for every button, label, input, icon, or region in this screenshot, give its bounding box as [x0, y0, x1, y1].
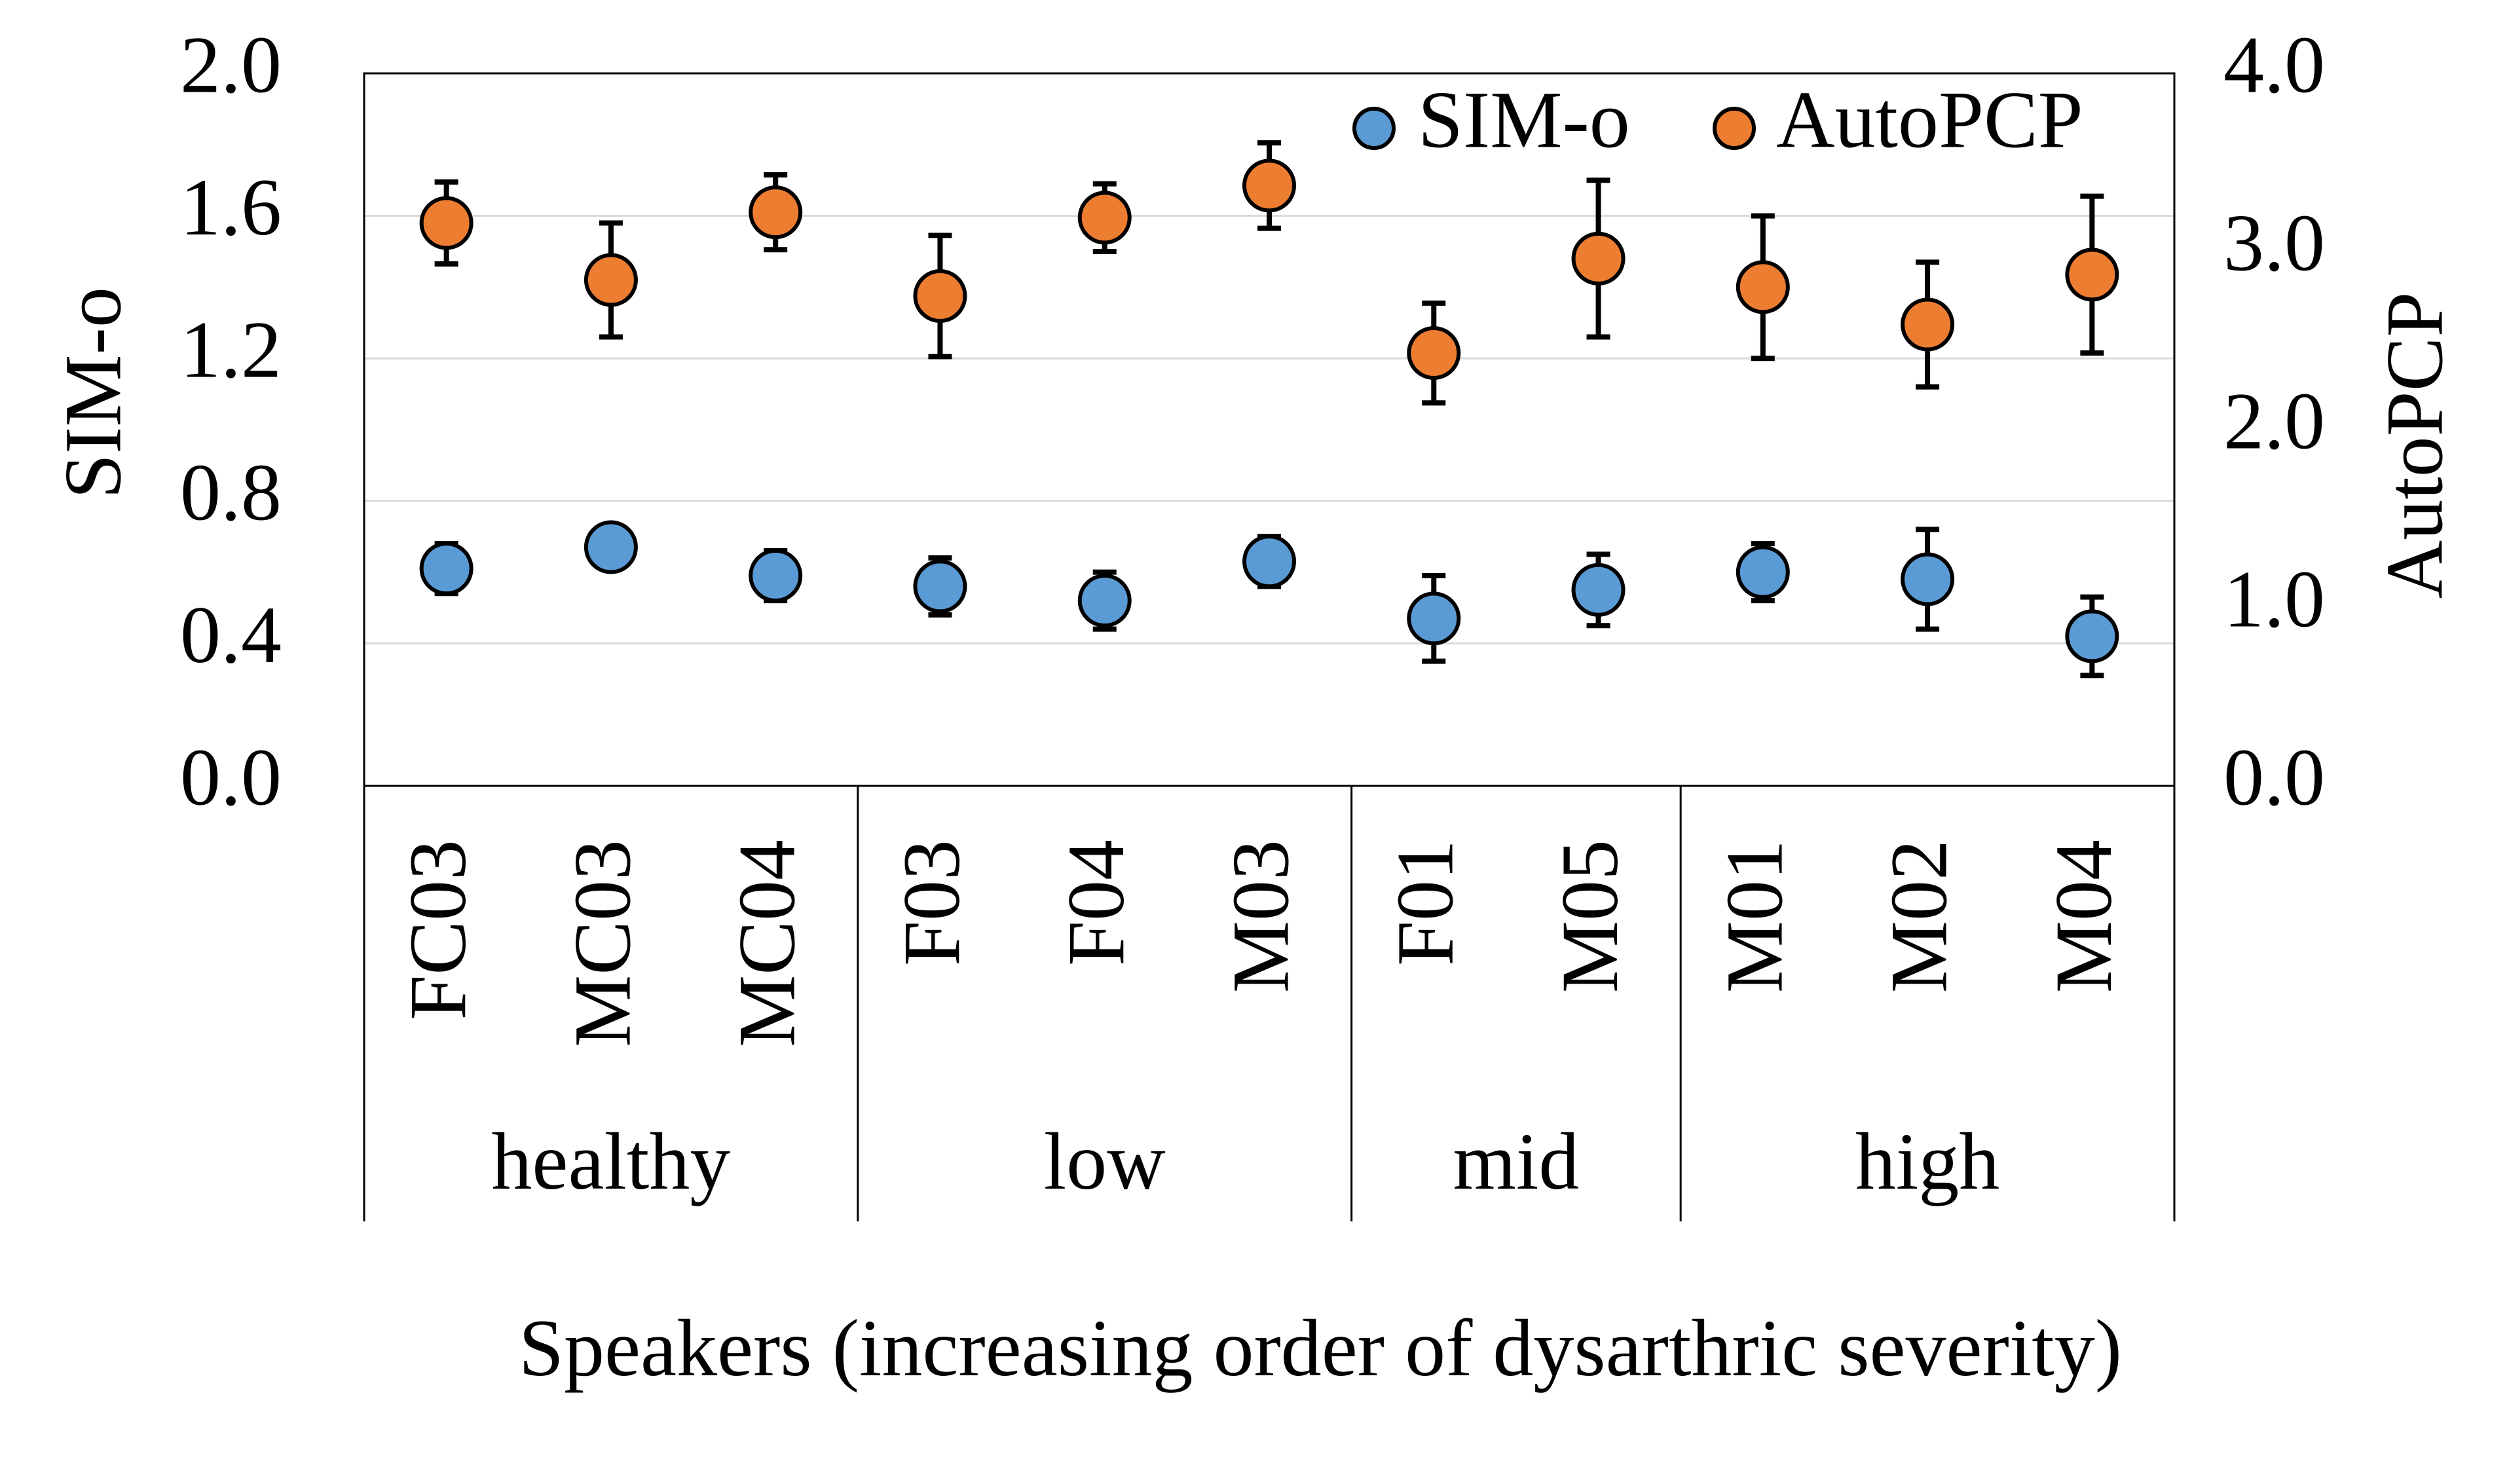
y-left-tick-label: 0.8 — [180, 447, 282, 537]
legend-marker-autopcp — [1713, 107, 1756, 150]
point-sim-o-f01 — [1407, 591, 1461, 646]
legend: SIM-o AutoPCP — [1352, 75, 2083, 164]
y-right-tick-label: 2.0 — [2223, 376, 2325, 466]
category-label-m02: M02 — [1874, 840, 1964, 993]
category-label-mc03: MC03 — [557, 840, 647, 1047]
legend-label-autopcp: AutoPCP — [1776, 75, 2083, 164]
category-label-m04: M04 — [2039, 840, 2128, 993]
point-autopcp-m01 — [1736, 260, 1790, 314]
category-label-fc03: FC03 — [393, 840, 483, 1020]
category-label-f01: F01 — [1381, 840, 1470, 966]
plot-border — [363, 72, 2176, 787]
point-autopcp-fc03 — [419, 196, 474, 250]
category-label-m05: M05 — [1545, 840, 1635, 993]
group-label-mid: mid — [1453, 1117, 1579, 1206]
point-sim-o-m05 — [1571, 563, 1626, 617]
y-right-tick-label: 0.0 — [2223, 732, 2325, 822]
y-right-tick-label: 4.0 — [2223, 20, 2325, 109]
y-left-tick-label: 2.0 — [180, 20, 282, 109]
point-autopcp-f04 — [1077, 191, 1132, 245]
point-sim-o-fc03 — [419, 542, 474, 596]
point-autopcp-mc04 — [749, 185, 803, 240]
data-points — [419, 158, 2119, 663]
point-sim-o-mc04 — [749, 549, 803, 603]
category-label-m03: M03 — [1216, 840, 1305, 993]
point-sim-o-m04 — [2065, 609, 2119, 663]
category-axis: FC03 MC03 MC04 F03 F04 M03 F01 M05 M01 M02 M04 heal… — [393, 840, 2128, 1206]
y-axis-right-title: AutoPCP — [2370, 292, 2459, 599]
point-autopcp-m02 — [1901, 297, 1955, 352]
y-right-tick-label: 1.0 — [2223, 554, 2325, 644]
y-tick-labels: 0.0 0.4 0.8 1.2 1.6 2.0 0.0 1.0 2.0 3.0 4.0 — [180, 20, 2325, 822]
y-axis-left-title: SIM-o — [48, 287, 138, 499]
plot-frame — [363, 72, 2176, 1221]
point-sim-o-m02 — [1901, 552, 1955, 606]
x-axis-title: Speakers (increasing order of dysarthric… — [519, 1303, 2122, 1393]
category-label-f04: F04 — [1051, 840, 1141, 966]
point-autopcp-f01 — [1407, 326, 1461, 380]
error-bars — [434, 140, 2104, 678]
y-left-tick-label: 0.4 — [180, 590, 282, 680]
point-sim-o-f03 — [913, 559, 967, 614]
y-left-tick-label: 0.0 — [180, 732, 282, 822]
legend-marker-sim-o — [1352, 107, 1396, 150]
group-label-healthy: healthy — [491, 1117, 730, 1206]
point-autopcp-mc03 — [584, 253, 638, 307]
point-sim-o-f04 — [1077, 574, 1132, 628]
group-label-low: low — [1044, 1117, 1166, 1206]
point-autopcp-m05 — [1571, 231, 1626, 286]
point-sim-o-mc03 — [584, 520, 638, 574]
y-left-tick-label: 1.6 — [180, 162, 282, 252]
point-autopcp-m03 — [1242, 158, 1296, 213]
point-autopcp-f03 — [913, 269, 967, 323]
point-sim-o-m03 — [1242, 534, 1296, 589]
group-label-high: high — [1855, 1117, 1999, 1206]
y-left-tick-label: 1.2 — [180, 305, 282, 395]
category-label-f03: F03 — [887, 840, 976, 966]
category-label-m01: M01 — [1709, 840, 1799, 993]
y-right-tick-label: 3.0 — [2223, 198, 2325, 288]
point-autopcp-m04 — [2065, 248, 2119, 302]
point-sim-o-m01 — [1736, 545, 1790, 599]
legend-label-sim-o: SIM-o — [1418, 75, 1630, 164]
category-label-mc04: MC04 — [722, 840, 812, 1047]
